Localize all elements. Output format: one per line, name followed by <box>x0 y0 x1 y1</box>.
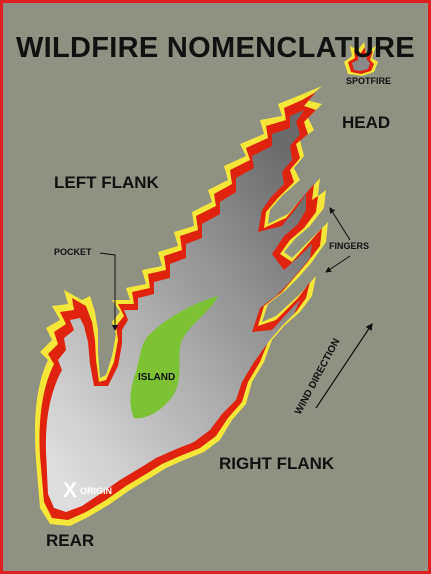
spotfire-flame <box>344 42 378 76</box>
diagram-title: WILDFIRE NOMENCLATURE <box>16 32 415 64</box>
fingers-label: FINGERS <box>329 241 370 251</box>
spotfire-label: SPOTFIRE <box>346 76 392 86</box>
island-label: ISLAND <box>138 372 176 383</box>
pocket-pointer <box>99 252 118 331</box>
head-label: HEAD <box>342 113 391 132</box>
pocket-label: POCKET <box>54 247 92 257</box>
burned-area <box>45 110 312 512</box>
wind-direction-arrow <box>315 323 373 409</box>
origin-x-mark: X <box>63 479 78 502</box>
origin-label: ORIGIN <box>80 486 113 496</box>
fire-perimeter <box>34 86 328 526</box>
fingers-pointer-upper <box>329 207 351 241</box>
rear-label: REAR <box>46 531 95 550</box>
fingers-pointer-lower <box>325 255 351 273</box>
right-flank-label: RIGHT FLANK <box>219 454 335 473</box>
left-flank-label: LEFT FLANK <box>54 173 159 192</box>
island-shape <box>130 296 218 419</box>
